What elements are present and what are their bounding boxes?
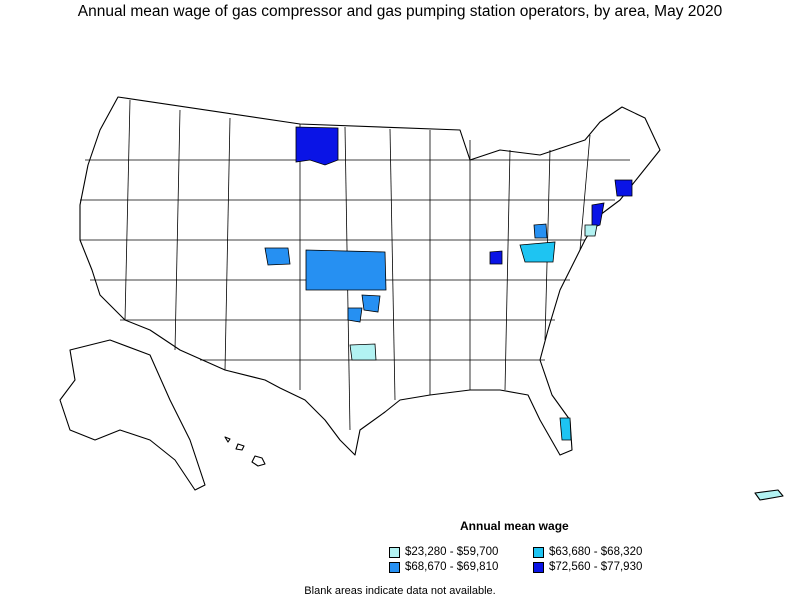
area-oklahoma-south [347,307,363,323]
legend-swatch-2 [533,546,544,558]
area-west-virginia [519,241,556,263]
legend-label-2: $63,680 - $68,320 [549,546,643,558]
legend-item-4: $72,560 - $77,930 [533,561,642,573]
legend-swatch-4 [533,561,544,573]
legend-item-2: $63,680 - $68,320 [533,546,642,558]
footnote: Blank areas indicate data not available. [304,585,496,597]
area-oklahoma-central [361,294,381,313]
map-title: Annual mean wage of gas compressor and g… [77,3,723,20]
legend-item-3: $68,670 - $69,810 [389,561,498,573]
legend-label-4: $72,560 - $77,930 [549,561,643,573]
area-maryland [584,224,598,237]
area-massachusetts [614,179,633,197]
legend-item-1: $23,280 - $59,700 [389,546,498,558]
area-florida-southeast [559,417,572,441]
legend-swatch-1 [389,546,400,558]
area-pennsylvania-west [533,223,548,239]
area-colorado-east [264,247,291,266]
legend-label-3: $68,670 - $69,810 [405,561,499,573]
area-new-jersey [591,202,605,229]
puerto-rico-outline [754,489,784,501]
legend-label-1: $23,280 - $59,700 [405,546,499,558]
area-kentucky [489,250,503,265]
alaska-outline [59,339,206,491]
legend-title: Annual mean wage [460,519,569,533]
area-kansas [305,249,387,291]
legend-swatch-3 [389,561,400,573]
hawaii-islands [224,436,266,467]
area-texas-east [349,343,377,361]
area-western-north-dakota [295,126,339,166]
